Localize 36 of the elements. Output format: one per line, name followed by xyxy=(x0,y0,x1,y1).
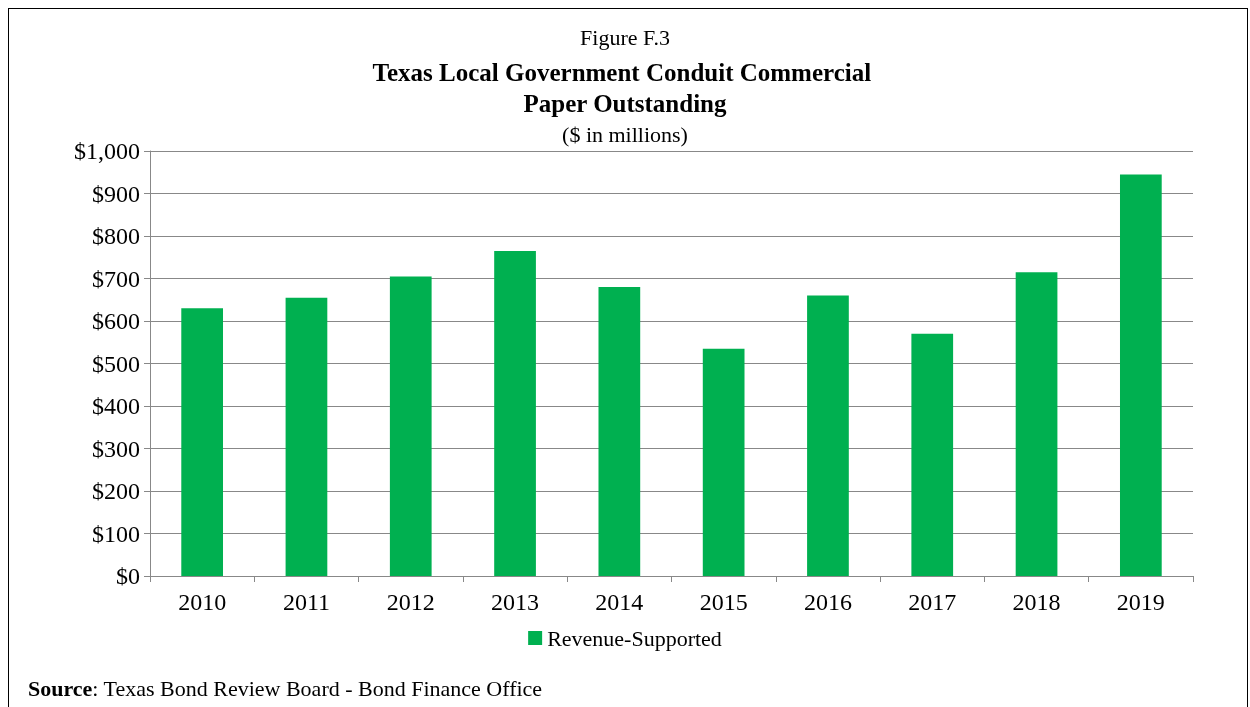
y-tick-label: $600 xyxy=(92,308,140,334)
y-tick-label: $500 xyxy=(92,350,140,377)
bar xyxy=(702,348,745,576)
bar xyxy=(389,276,432,576)
y-tick-label: $200 xyxy=(92,478,140,504)
text: Figure F.3 xyxy=(580,24,670,50)
x-tick-label: 2013 xyxy=(491,589,540,615)
y-tick-label: $0 xyxy=(116,563,140,589)
chart-title: Texas Local Government Conduit Commercial Paper Outstanding xyxy=(372,59,878,117)
bar xyxy=(1119,174,1162,576)
y-tick-label: $400 xyxy=(92,393,140,419)
x-tick-label: 2015 xyxy=(699,589,748,615)
source-note: Source: Texas Bond Review Board - Bond Finance Office xyxy=(28,675,543,701)
bar xyxy=(494,250,536,576)
y-tick-label: $300 xyxy=(92,435,140,462)
x-tick-label: 2012 xyxy=(386,589,435,615)
bar xyxy=(911,333,954,576)
bar xyxy=(1015,272,1058,576)
x-tick-label: 2019 xyxy=(1116,589,1165,615)
x-tick-label: 2016 xyxy=(803,589,852,615)
legend-label: Revenue-Supported xyxy=(547,625,722,651)
x-tick-label: 2017 xyxy=(908,589,957,615)
bar xyxy=(181,308,224,576)
bar xyxy=(598,287,641,576)
x-tick-label: 2014 xyxy=(595,589,644,615)
bar xyxy=(285,297,328,576)
y-tick-label: $900 xyxy=(92,180,140,207)
x-tick-label: 2011 xyxy=(282,589,330,615)
y-tick-label: $1,000 xyxy=(74,138,140,164)
y-tick-label: $100 xyxy=(92,520,140,547)
x-tick-label: 2018 xyxy=(1012,589,1061,615)
bar xyxy=(807,295,849,576)
y-tick-label: $700 xyxy=(92,265,140,292)
chart-subtitle: ($ in millions) xyxy=(562,121,688,147)
x-tick-label: 2010 xyxy=(178,589,227,615)
y-tick-label: $800 xyxy=(92,223,140,249)
